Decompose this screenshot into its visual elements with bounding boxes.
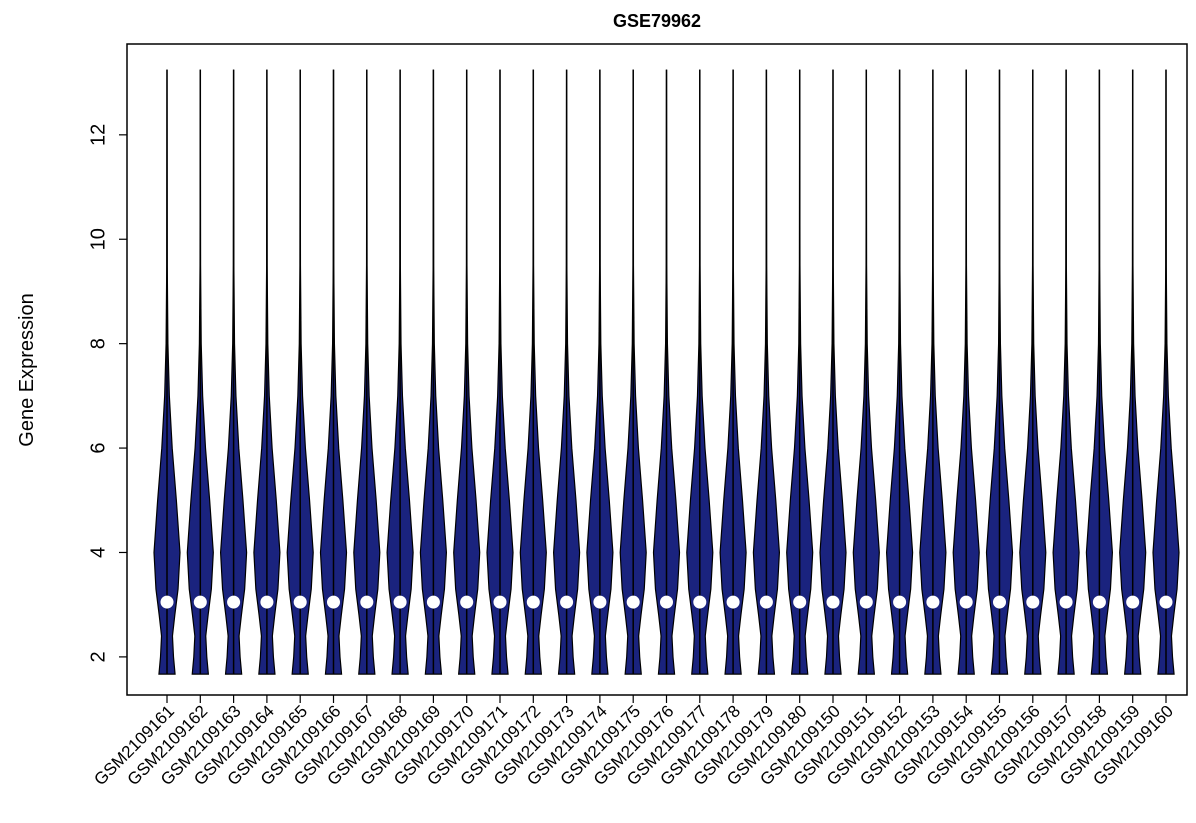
median-dot <box>160 595 174 609</box>
y-axis-title: Gene Expression <box>16 293 38 446</box>
median-dot <box>626 595 640 609</box>
median-dot <box>460 595 474 609</box>
median-dot <box>293 595 307 609</box>
median-dot <box>426 595 440 609</box>
median-dot <box>759 595 773 609</box>
median-dot <box>660 595 673 609</box>
median-dot <box>393 595 407 609</box>
median-dot <box>926 595 940 609</box>
median-dot <box>1059 595 1073 609</box>
chart-title: GSE79962 <box>613 11 701 31</box>
median-dot <box>1092 595 1106 609</box>
y-tick-label: 2 <box>87 651 109 662</box>
median-dot <box>693 595 707 609</box>
median-dot <box>193 595 207 609</box>
median-dot <box>1159 595 1173 609</box>
y-tick-label: 8 <box>87 338 109 349</box>
y-tick-label: 12 <box>87 124 109 146</box>
median-dot <box>826 595 840 609</box>
median-dot <box>327 595 340 609</box>
median-dot <box>993 595 1006 609</box>
median-dot <box>560 595 574 609</box>
y-tick-label: 4 <box>87 547 109 558</box>
median-dot <box>526 595 540 609</box>
median-dot <box>1126 595 1140 609</box>
y-tick-label: 10 <box>87 228 109 250</box>
median-dot <box>1026 595 1040 609</box>
median-dot <box>793 595 807 609</box>
median-dot <box>260 595 274 609</box>
median-dot <box>227 595 241 609</box>
median-dot <box>493 595 507 609</box>
median-dot <box>593 595 607 609</box>
median-dot <box>959 595 973 609</box>
median-dot <box>859 595 873 609</box>
median-dot <box>893 595 907 609</box>
plot-frame <box>126 43 1188 696</box>
median-dot <box>360 595 374 609</box>
y-tick-label: 6 <box>87 443 109 454</box>
median-dot <box>726 595 740 609</box>
